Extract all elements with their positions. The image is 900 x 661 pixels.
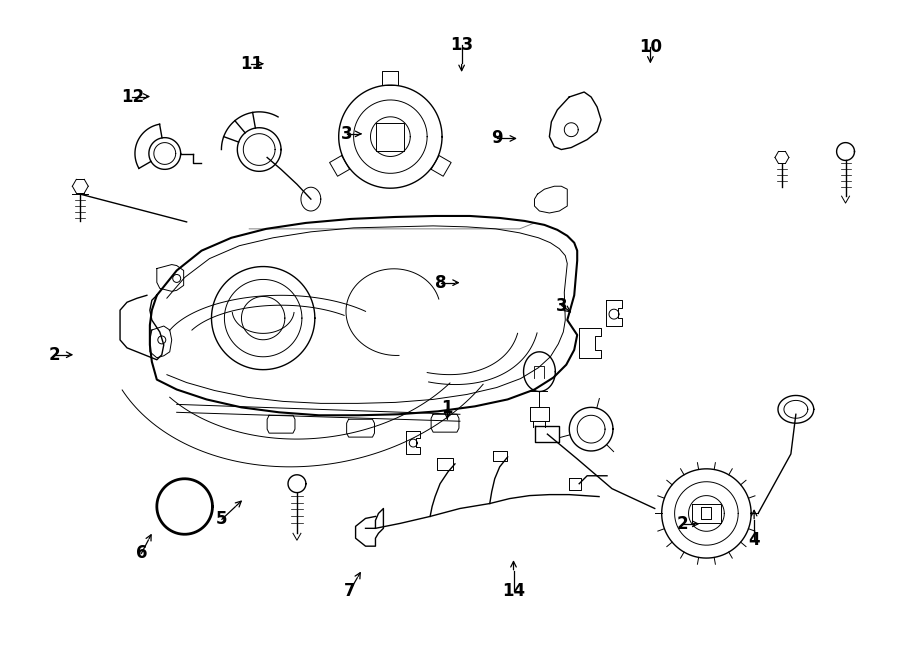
Text: 3: 3 [556, 297, 568, 315]
Text: 11: 11 [240, 55, 263, 73]
Text: 12: 12 [121, 87, 144, 106]
Text: 3: 3 [341, 125, 353, 143]
Text: 2: 2 [49, 346, 60, 364]
Text: 8: 8 [436, 274, 446, 292]
Text: 13: 13 [450, 36, 473, 54]
Text: 7: 7 [344, 582, 356, 600]
Text: 5: 5 [216, 510, 228, 528]
Text: 9: 9 [491, 130, 503, 147]
Text: 1: 1 [442, 399, 453, 417]
Text: 4: 4 [748, 531, 760, 549]
Text: 6: 6 [136, 545, 148, 563]
Text: 14: 14 [502, 582, 525, 600]
Text: 2: 2 [677, 515, 688, 533]
Text: 10: 10 [639, 38, 662, 56]
